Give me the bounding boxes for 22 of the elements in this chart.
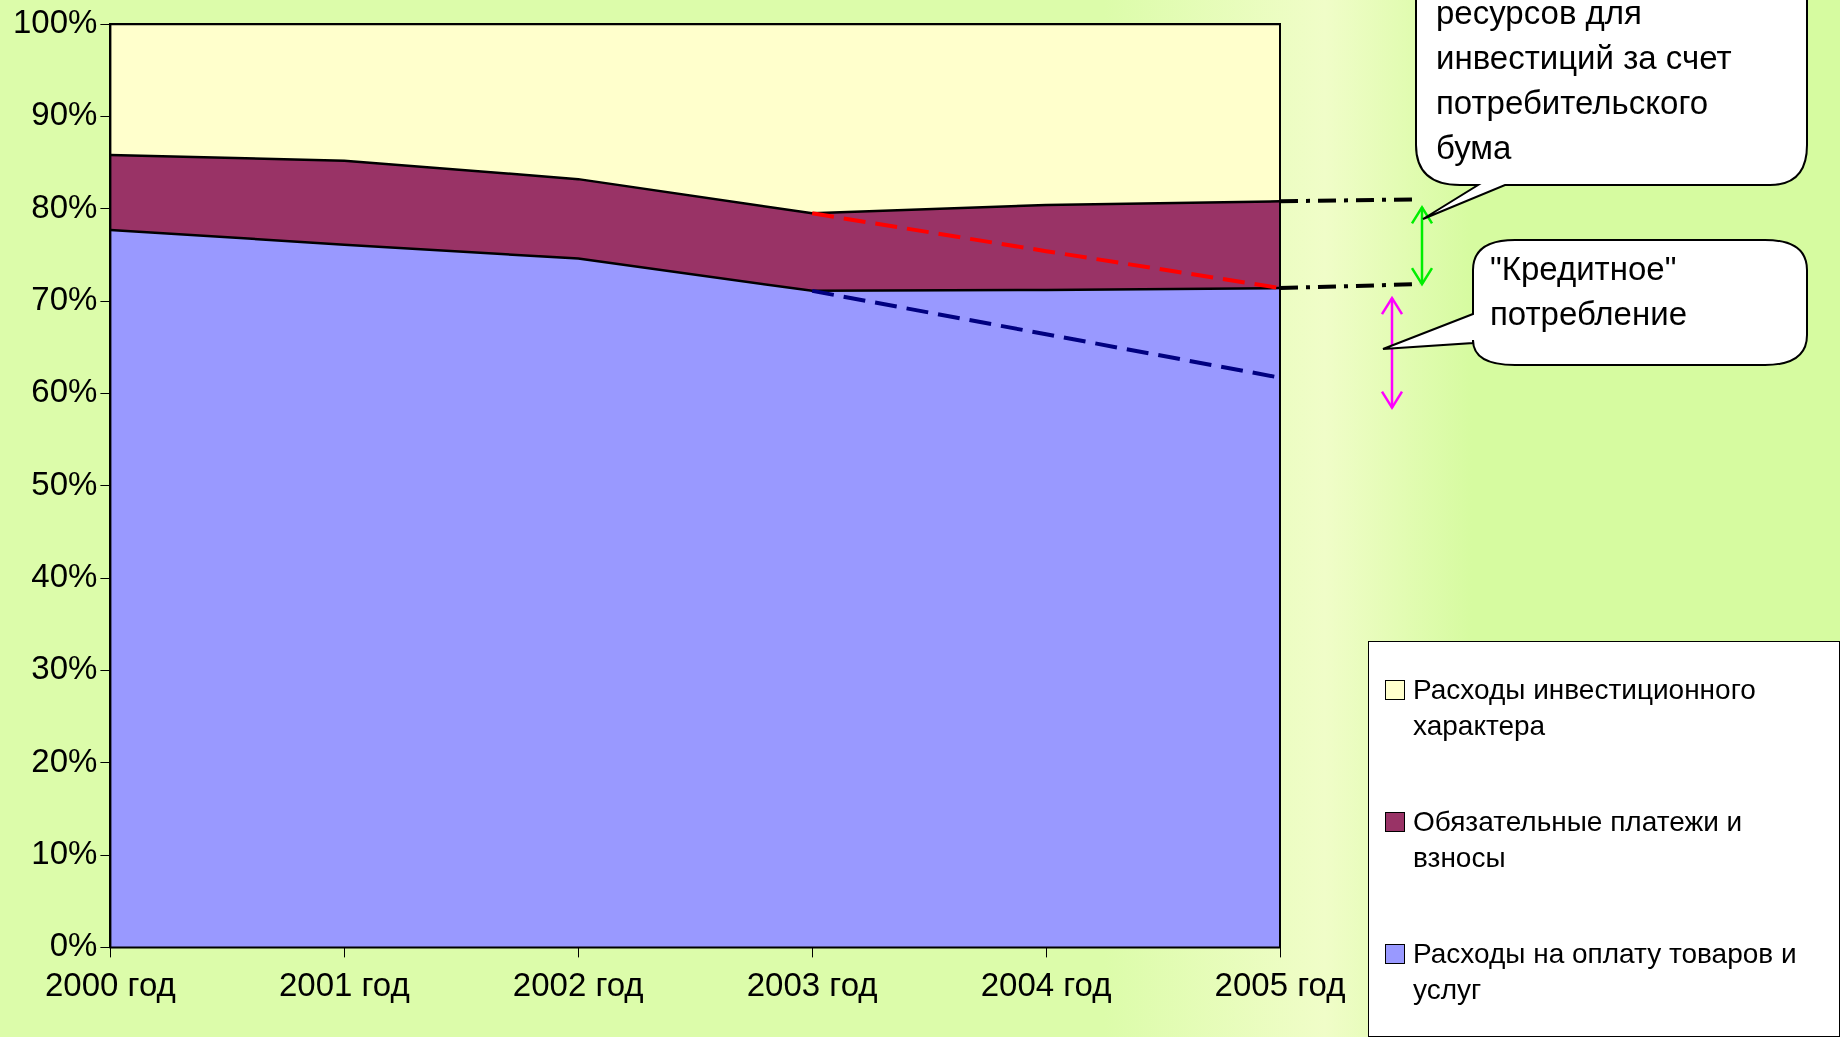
y-tick-label: 40% <box>31 557 98 595</box>
y-tick-label: 60% <box>31 372 98 410</box>
y-tick-label: 100% <box>13 3 98 41</box>
x-tick-label: 2005 год <box>1214 966 1346 1004</box>
legend-label: Расходы на оплату товаров и услуг <box>1413 937 1798 1007</box>
y-tick-label: 70% <box>31 280 98 318</box>
y-tick-label: 10% <box>31 834 98 872</box>
x-tick-label: 2000 год <box>45 966 176 1004</box>
legend-label: Обязательные платежи и взносы <box>1413 805 1744 875</box>
x-tick-label: 2004 год <box>980 966 1112 1004</box>
text: ресурсов для инвестиций за счет потребительского бума <box>1436 0 1732 168</box>
x-tick-label: 2002 год <box>512 966 644 1004</box>
y-tick-label: 90% <box>31 95 98 133</box>
y-tick-label: 20% <box>31 741 98 779</box>
y-tick-label: 0% <box>49 926 98 964</box>
text: "Кредитное" потребление <box>1490 249 1687 334</box>
legend-label: Расходы инвестиционного характера <box>1413 673 1757 743</box>
y-tick-label: 30% <box>31 649 98 687</box>
x-tick-label: 2003 год <box>746 966 878 1004</box>
y-tick-label: 50% <box>31 464 98 502</box>
x-tick-label: 2001 год <box>278 966 410 1004</box>
y-tick-label: 80% <box>31 187 98 225</box>
